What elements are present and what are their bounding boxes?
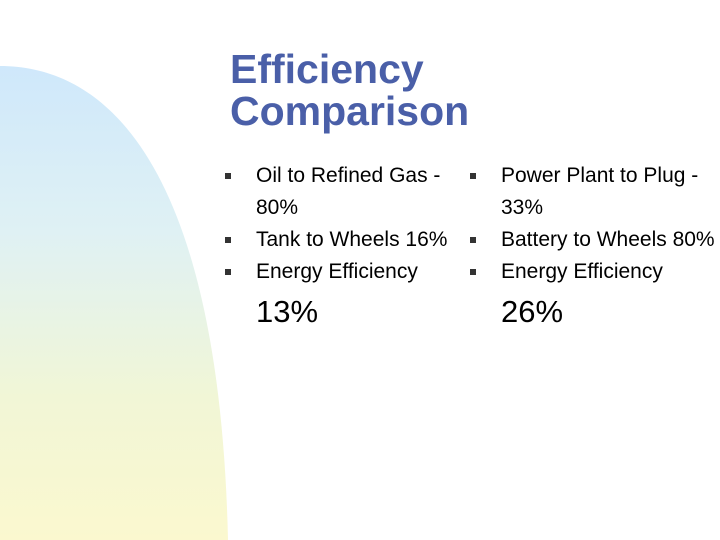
list-item: Tank to Wheels 16% [225, 224, 471, 256]
list-item: Energy Efficiency 26% [470, 256, 716, 335]
list-item-text: Power Plant to Plug - 33% [501, 164, 699, 219]
square-bullet-icon [470, 173, 476, 179]
list-item-text: Energy Efficiency [256, 260, 418, 283]
list-item: Battery to Wheels 80% [470, 224, 716, 256]
list-item-text: Battery to Wheels 80% [501, 228, 715, 251]
square-bullet-icon [225, 269, 231, 275]
right-bullet-list: Power Plant to Plug - 33% Battery to Whe… [470, 160, 716, 335]
list-item: Energy Efficiency 13% [225, 256, 471, 335]
list-item: Power Plant to Plug - 33% [470, 160, 716, 224]
list-item: Oil to Refined Gas - 80% [225, 160, 471, 224]
list-item-text: Oil to Refined Gas - 80% [256, 164, 441, 219]
square-bullet-icon [470, 237, 476, 243]
list-item-text: Energy Efficiency [501, 260, 663, 283]
square-bullet-icon [225, 173, 231, 179]
list-item-text: Tank to Wheels 16% [256, 228, 448, 251]
square-bullet-icon [225, 237, 231, 243]
left-bullet-list: Oil to Refined Gas - 80% Tank to Wheels … [225, 160, 471, 335]
efficiency-value: 26% [501, 294, 564, 329]
efficiency-value: 13% [256, 294, 319, 329]
slide-title: Efficiency Comparison [230, 46, 470, 134]
square-bullet-icon [470, 269, 476, 275]
